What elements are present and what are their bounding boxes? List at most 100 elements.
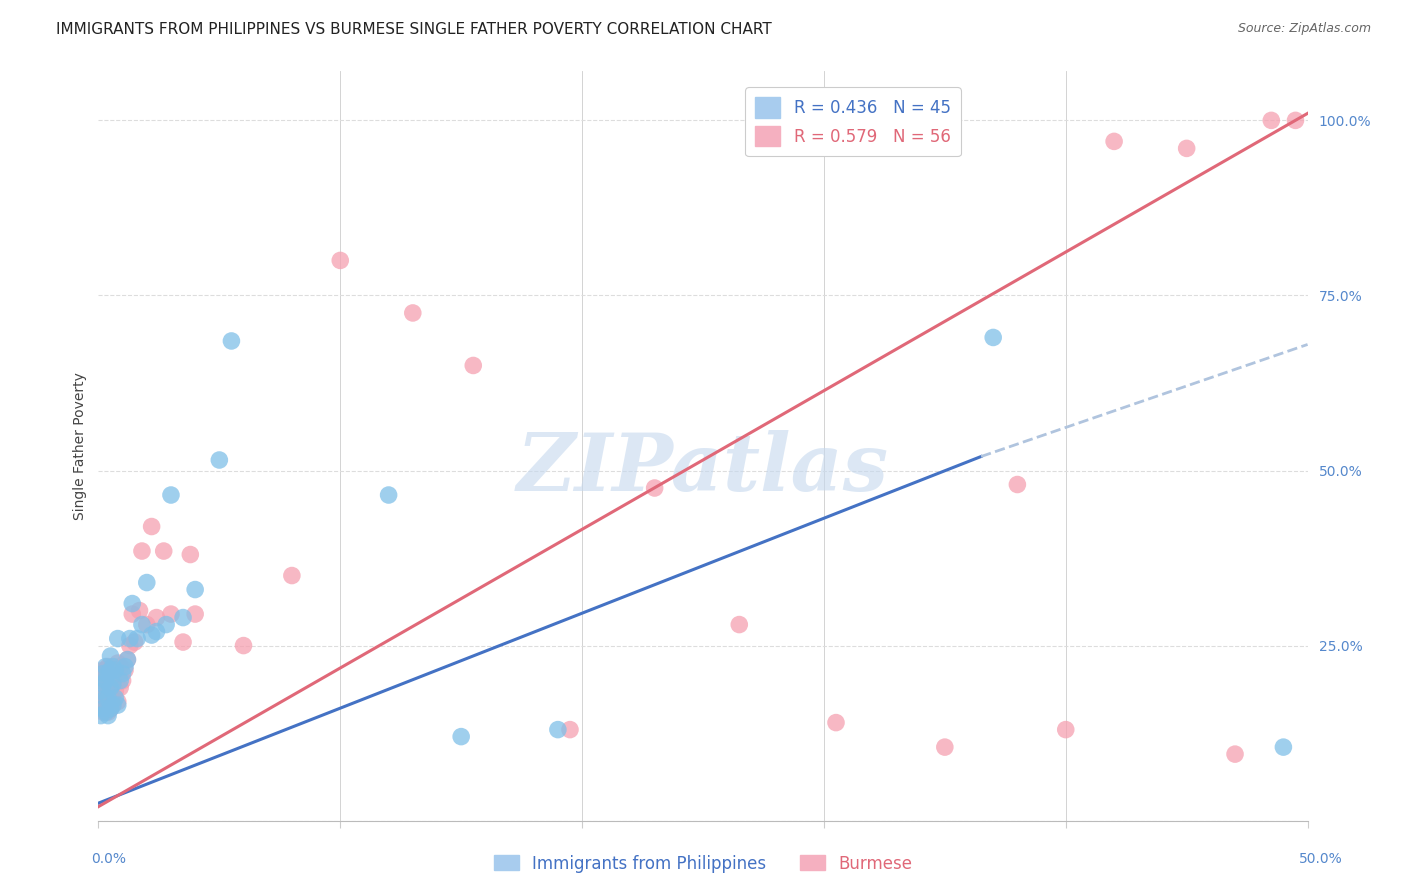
Point [104, 691, 127, 706]
Point [107, 656, 129, 670]
Point [94, 705, 117, 719]
Point [97, 691, 120, 706]
Point [114, 659, 136, 673]
Text: Source: ZipAtlas.com: Source: ZipAtlas.com [1237, 22, 1371, 36]
Point [221, 334, 243, 348]
Point [97, 666, 120, 681]
Point [91, 705, 114, 719]
Point [101, 695, 124, 709]
Point [172, 610, 194, 624]
Point [131, 544, 153, 558]
Point [402, 306, 425, 320]
Point [450, 730, 472, 744]
Point [100, 663, 122, 677]
Point [160, 607, 183, 621]
Point [108, 681, 131, 695]
Point [94, 695, 117, 709]
Point [184, 607, 207, 621]
Point [232, 639, 254, 653]
Point [934, 740, 956, 755]
Point [1102, 135, 1125, 149]
Point [100, 701, 122, 715]
Point [104, 663, 127, 677]
Point [179, 548, 201, 562]
Point [131, 617, 153, 632]
Point [377, 488, 399, 502]
Y-axis label: Single Father Poverty: Single Father Poverty [73, 372, 87, 520]
Point [1223, 747, 1246, 761]
Point [128, 603, 150, 617]
Point [108, 673, 131, 688]
Point [547, 723, 569, 737]
Point [97, 659, 120, 673]
Point [981, 330, 1004, 344]
Point [90, 684, 112, 698]
Point [100, 663, 122, 677]
Point [145, 610, 167, 624]
Point [111, 666, 134, 681]
Point [121, 607, 143, 621]
Point [1054, 723, 1077, 737]
Point [94, 659, 117, 673]
Point [208, 453, 231, 467]
Point [117, 652, 139, 666]
Point [107, 698, 129, 712]
Point [94, 673, 117, 688]
Point [1260, 113, 1282, 128]
Point [121, 597, 143, 611]
Legend: Immigrants from Philippines, Burmese: Immigrants from Philippines, Burmese [488, 848, 918, 880]
Point [117, 652, 139, 666]
Point [97, 705, 120, 719]
Point [558, 723, 581, 737]
Point [141, 628, 163, 642]
Text: ZIPatlas: ZIPatlas [517, 430, 889, 508]
Point [90, 673, 112, 688]
Point [118, 639, 141, 653]
Point [90, 691, 112, 706]
Point [1007, 477, 1029, 491]
Text: IMMIGRANTS FROM PHILIPPINES VS BURMESE SINGLE FATHER POVERTY CORRELATION CHART: IMMIGRANTS FROM PHILIPPINES VS BURMESE S… [56, 22, 772, 37]
Text: 0.0%: 0.0% [91, 853, 127, 866]
Point [101, 698, 124, 712]
Point [91, 663, 114, 677]
Point [91, 701, 114, 715]
Point [94, 673, 117, 688]
Point [135, 575, 157, 590]
Point [152, 544, 174, 558]
Point [172, 635, 194, 649]
Point [100, 681, 122, 695]
Point [644, 481, 666, 495]
Point [91, 677, 114, 691]
Point [100, 684, 122, 698]
Point [127, 632, 149, 646]
Point [155, 617, 177, 632]
Point [463, 359, 485, 373]
Point [107, 695, 129, 709]
Point [1272, 740, 1295, 755]
Point [1175, 141, 1198, 155]
Point [90, 698, 112, 712]
Point [160, 488, 183, 502]
Point [281, 568, 304, 582]
Point [124, 635, 146, 649]
Point [100, 701, 122, 715]
Point [91, 691, 114, 706]
Point [728, 617, 751, 632]
Point [184, 582, 207, 597]
Point [104, 684, 127, 698]
Point [91, 666, 114, 681]
Point [100, 649, 122, 664]
Text: 50.0%: 50.0% [1299, 853, 1343, 866]
Point [90, 708, 112, 723]
Point [97, 684, 120, 698]
Point [1284, 113, 1306, 128]
Point [114, 663, 136, 677]
Point [101, 677, 124, 691]
Point [94, 691, 117, 706]
Point [101, 659, 124, 673]
Point [108, 659, 131, 673]
Point [111, 673, 134, 688]
Point [135, 617, 157, 632]
Point [825, 715, 848, 730]
Point [104, 663, 127, 677]
